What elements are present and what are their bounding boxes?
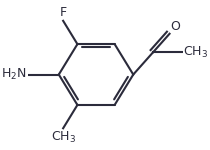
Text: O: O [170,20,180,33]
Text: CH$_3$: CH$_3$ [184,45,209,60]
Text: H$_2$N: H$_2$N [1,67,27,82]
Text: CH$_3$: CH$_3$ [51,130,76,145]
Text: F: F [60,6,67,19]
